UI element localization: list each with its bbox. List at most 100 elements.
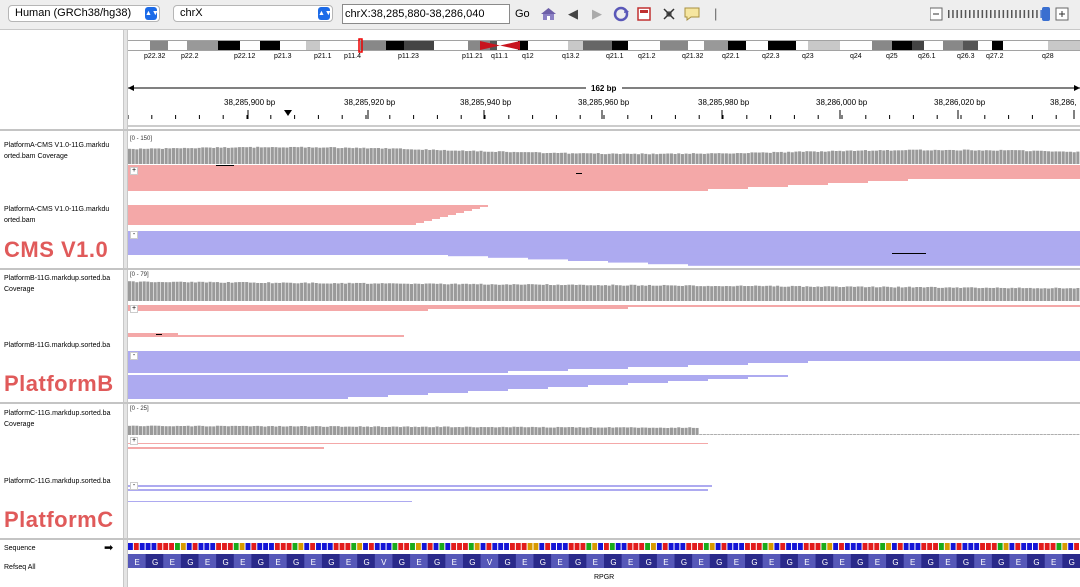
- ideogram-band-label: q25: [886, 53, 898, 60]
- track-c-reads-label[interactable]: PlatformC-11G.markdup.sorted.ba: [4, 476, 120, 487]
- coverage-bar: [439, 150, 442, 164]
- genome-dropdown[interactable]: Human (GRCh38/hg38) ▲▼: [8, 5, 160, 22]
- coverage-bar: [509, 152, 512, 164]
- coverage-bar: [787, 152, 790, 164]
- home-icon[interactable]: [540, 6, 557, 26]
- coverage-bar: [1032, 434, 1035, 435]
- refresh-icon[interactable]: [612, 6, 630, 26]
- coverage-bar: [370, 427, 373, 435]
- sequence-base: [528, 543, 533, 550]
- amino-acid-label: G: [540, 558, 546, 567]
- coverage-bar: [472, 427, 475, 435]
- sequence-base: [1033, 543, 1038, 550]
- coverage-bar: [582, 428, 585, 435]
- coverage-bar: [501, 285, 504, 301]
- track-b-reads-label[interactable]: PlatformB-11G.markdup.sorted.ba: [4, 340, 120, 351]
- coverage-bar: [871, 151, 874, 164]
- resize-window-icon[interactable]: [637, 6, 652, 26]
- forward-arrow-icon[interactable]: ▶: [592, 6, 602, 22]
- coverage-bar: [458, 151, 461, 164]
- coverage-bar: [490, 284, 493, 301]
- refseq-track-label[interactable]: Refseq All: [4, 562, 120, 573]
- track-b-alignment-area[interactable]: [128, 271, 1080, 401]
- forward-read: [128, 309, 428, 311]
- coverage-bar: [1007, 288, 1010, 301]
- sequence-base: [716, 543, 721, 550]
- sequence-base: [745, 543, 750, 550]
- amino-acid-label: V: [381, 558, 387, 567]
- zoom-slider[interactable]: [930, 7, 1070, 21]
- amino-acid-label: G: [822, 558, 828, 567]
- coverage-bar: [223, 283, 226, 301]
- coverage-bar: [483, 427, 486, 435]
- sequence-base: [434, 543, 439, 550]
- coverage-bar: [209, 282, 212, 301]
- zoom-tick: [1003, 10, 1005, 18]
- coverage-bar: [948, 150, 951, 164]
- coverage-bar: [556, 153, 559, 164]
- track-a-coverage-label[interactable]: PlatformA-CMS V1.0-11G.markdu orted.bam …: [4, 140, 120, 162]
- zoom-tick: [1011, 10, 1013, 18]
- coverage-bar: [494, 152, 497, 164]
- region-select-icon[interactable]: [662, 6, 676, 26]
- coverage-bar: [608, 286, 611, 301]
- coverage-bar: [414, 150, 417, 164]
- coverage-bar: [860, 286, 863, 301]
- ideogram-band-label: p22.32: [144, 53, 166, 60]
- coverage-bar: [798, 434, 801, 435]
- coverage-bar: [941, 434, 944, 435]
- sequence-base: [204, 543, 209, 550]
- coverage-bar: [132, 281, 135, 301]
- popup-info-icon[interactable]: [684, 6, 701, 26]
- sequence-base: [310, 543, 315, 550]
- coverage-bar: [154, 426, 157, 435]
- coverage-bar: [501, 427, 504, 435]
- track-b-plus-strand: +: [130, 305, 138, 313]
- chromosome-dropdown[interactable]: chrX ▲▼: [173, 5, 333, 22]
- coverage-bar: [234, 147, 237, 164]
- coverage-bar: [1040, 434, 1043, 435]
- chromosome-ideogram[interactable]: p22.32 p22.2 p22.12 p21.3 p21.1 p11.4 p11.23 p1…: [128, 31, 1080, 129]
- coverage-bar: [417, 284, 420, 301]
- coverage-bar: [1076, 434, 1079, 435]
- coverage-bar: [941, 288, 944, 301]
- coverage-bar: [1007, 150, 1010, 164]
- go-button[interactable]: Go: [515, 8, 530, 20]
- coverage-bar: [890, 287, 893, 301]
- coverage-bar: [512, 152, 515, 164]
- strand-arrow-icon[interactable]: ➡: [104, 541, 113, 554]
- track-c-alignment-area[interactable]: [128, 405, 1080, 537]
- coverage-bar: [399, 148, 402, 164]
- sequence-base: [1056, 543, 1061, 550]
- sequence-track-label[interactable]: Sequence: [4, 543, 120, 554]
- amino-acid-label: G: [857, 558, 863, 567]
- zoom-tick: [961, 10, 963, 18]
- coverage-bar: [512, 284, 515, 301]
- coverage-bar: [483, 152, 486, 164]
- locus-input[interactable]: chrX:38,285,880-38,286,040: [342, 4, 510, 24]
- coverage-bar: [732, 434, 735, 435]
- amino-acid-label: E: [170, 558, 175, 567]
- sequence-base: [839, 543, 844, 550]
- coverage-bar: [868, 434, 871, 435]
- track-a-alignment-area[interactable]: [128, 133, 1080, 267]
- ideogram-band: [943, 41, 963, 50]
- coverage-bar: [1069, 288, 1072, 301]
- coverage-bar: [893, 288, 896, 301]
- coverage-bar: [860, 150, 863, 164]
- coverage-bar: [348, 148, 351, 164]
- zoom-tick: [1040, 10, 1042, 18]
- coverage-bar: [930, 150, 933, 164]
- track-a-reads-label[interactable]: PlatformA-CMS V1.0-11G.markdu orted.bam: [4, 204, 120, 226]
- track-c-coverage-label[interactable]: PlatformC-11G.markdup.sorted.ba Coverage: [4, 408, 120, 430]
- coverage-bar: [165, 426, 168, 435]
- ideogram-band: [260, 41, 280, 50]
- center-line-marker: [284, 110, 292, 116]
- sequence-base: [792, 543, 797, 550]
- coverage-bar: [531, 152, 534, 164]
- track-b-coverage-label[interactable]: PlatformB-11G.markdup.sorted.ba Coverage: [4, 273, 120, 295]
- coverage-bar: [395, 283, 398, 301]
- coverage-bar: [593, 428, 596, 435]
- back-arrow-icon[interactable]: ◀: [568, 6, 578, 22]
- coverage-bar: [626, 286, 629, 301]
